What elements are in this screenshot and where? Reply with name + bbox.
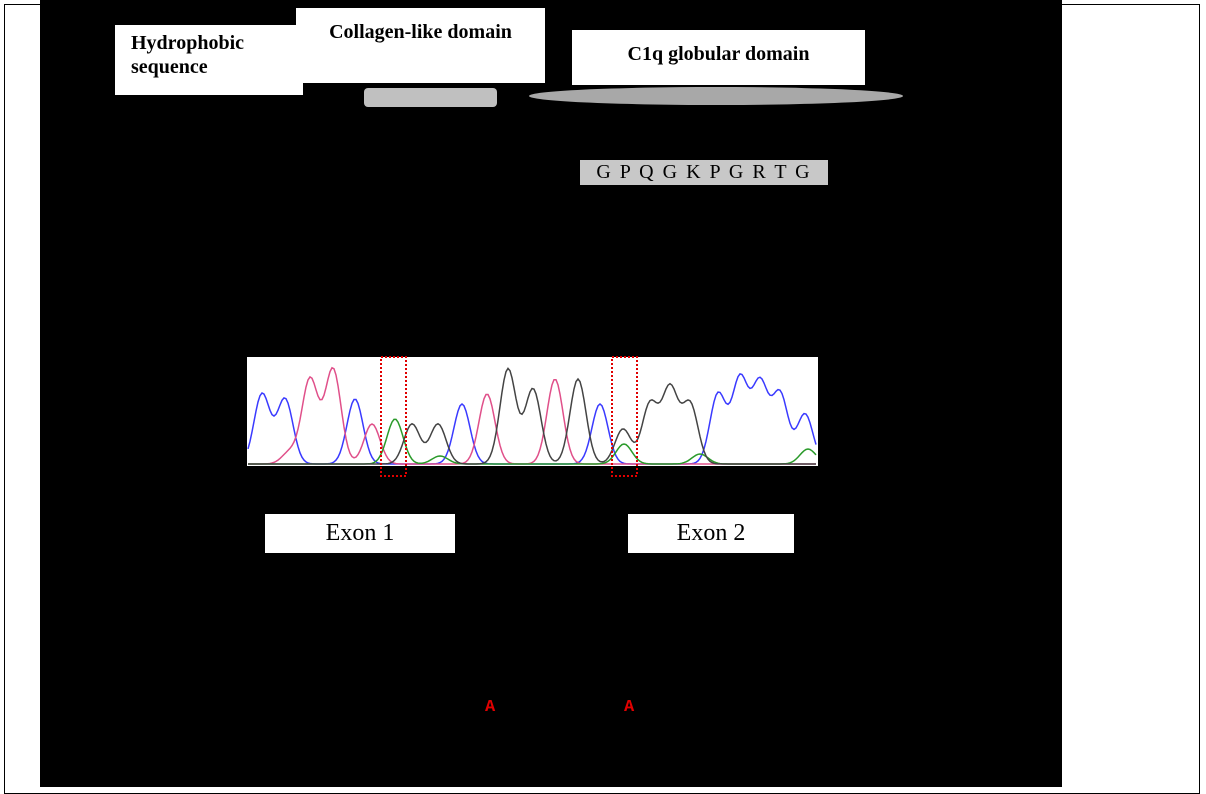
globular-ellipse	[529, 87, 903, 105]
figure: Hydrophobic sequence Collagen-like domai…	[0, 0, 1206, 787]
collagen-bar	[364, 88, 497, 107]
diagram-art	[0, 0, 1206, 787]
chromatogram	[247, 357, 818, 466]
